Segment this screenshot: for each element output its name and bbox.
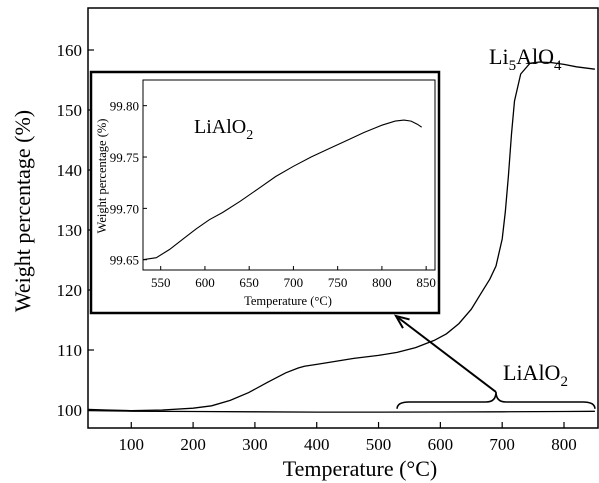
inset-y-tick-label: 99.65 xyxy=(110,253,139,268)
inset-y-axis-label: Weight percentage (%) xyxy=(95,119,109,234)
y-tick-label: 140 xyxy=(57,161,83,180)
inset-x-tick-label: 850 xyxy=(416,275,436,290)
y-axis-label: Weight percentage (%) xyxy=(10,110,35,312)
y-tick-label: 110 xyxy=(57,341,82,360)
y-tick-label: 160 xyxy=(57,41,83,60)
x-tick-label: 300 xyxy=(242,435,268,454)
x-tick-label: 500 xyxy=(366,435,392,454)
inset-x-tick-label: 600 xyxy=(195,275,215,290)
series-line-lialo2 xyxy=(88,411,595,413)
y-tick-label: 130 xyxy=(57,221,83,240)
y-tick-label: 150 xyxy=(57,101,83,120)
x-axis-label: Temperature (°C) xyxy=(283,456,437,481)
x-tick-label: 800 xyxy=(551,435,577,454)
arrow-to-inset xyxy=(396,316,496,392)
y-tick-label: 100 xyxy=(57,401,83,420)
inset-x-tick-label: 650 xyxy=(239,275,259,290)
x-tick-label: 700 xyxy=(489,435,515,454)
inset-x-tick-label: 800 xyxy=(372,275,392,290)
inset-x-tick-label: 750 xyxy=(328,275,348,290)
annotation-lialo2: LiAlO2 xyxy=(503,360,568,390)
inset-plot: 550 600 650 700 750 800 850 99.65 99.70 99.75 99.8… xyxy=(91,72,439,313)
inset-y-tick-label: 99.70 xyxy=(110,201,139,216)
x-tick-label: 400 xyxy=(304,435,330,454)
inset-y-tick-label: 99.75 xyxy=(110,150,139,165)
inset-x-axis-label: Temperature (°C) xyxy=(244,294,332,308)
x-tick-label: 600 xyxy=(428,435,454,454)
x-tick-label: 200 xyxy=(180,435,206,454)
inset-x-tick-label: 550 xyxy=(151,275,171,290)
inset-x-tick-label: 700 xyxy=(284,275,304,290)
annotation-li5alo4: Li5AlO4 xyxy=(489,44,562,74)
y-tick-label: 120 xyxy=(57,281,83,300)
brace-lialo2 xyxy=(397,392,595,409)
inset-y-tick-label: 99.80 xyxy=(110,99,139,114)
x-tick-label: 100 xyxy=(119,435,145,454)
